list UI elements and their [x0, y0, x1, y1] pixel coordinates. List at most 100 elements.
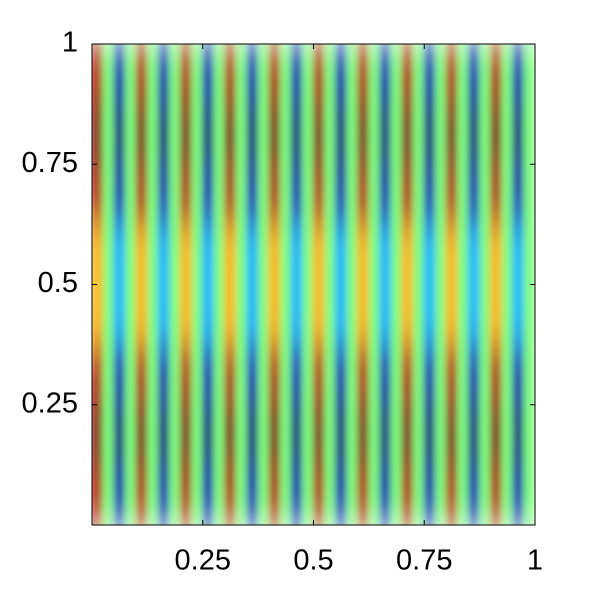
heat-cell	[180, 464, 193, 525]
heat-cell	[468, 223, 481, 285]
heat-cell	[301, 404, 314, 466]
heat-cell	[445, 103, 458, 165]
heat-cell	[113, 163, 126, 225]
heat-cell	[235, 404, 248, 466]
heat-cell	[512, 344, 525, 406]
heat-cell	[290, 103, 303, 165]
heat-cell	[468, 464, 481, 525]
heat-cell	[235, 44, 248, 105]
heat-cell	[257, 404, 270, 466]
heat-cell	[490, 163, 503, 225]
heat-cell	[124, 44, 137, 105]
heat-cell	[313, 223, 326, 285]
heat-cell	[445, 284, 458, 346]
heat-cell	[335, 404, 348, 466]
heat-cell	[257, 103, 270, 165]
heat-cell	[146, 44, 159, 105]
heat-cell	[490, 284, 503, 346]
heat-cell	[379, 404, 392, 466]
heat-cell	[379, 163, 392, 225]
heat-cell	[479, 284, 492, 346]
heat-cell	[512, 163, 525, 225]
heat-cell	[191, 103, 204, 165]
heat-cell	[279, 404, 292, 466]
heat-cell	[346, 44, 359, 105]
heat-cell	[445, 44, 458, 105]
heat-cell	[135, 163, 148, 225]
heat-cell	[224, 284, 237, 346]
heat-cell	[102, 284, 115, 346]
heat-cell	[180, 163, 193, 225]
heat-cell	[423, 103, 436, 165]
heat-cell	[412, 404, 425, 466]
heat-cell	[124, 223, 137, 285]
heat-cell	[313, 103, 326, 165]
heat-cell	[423, 163, 436, 225]
heat-cell	[390, 344, 403, 406]
heat-cell	[290, 464, 303, 525]
heat-cell	[124, 344, 137, 406]
heat-cell	[279, 163, 292, 225]
heat-cell	[423, 464, 436, 525]
heat-cell	[390, 464, 403, 525]
heat-cell	[92, 284, 104, 346]
heat-cell	[501, 284, 514, 346]
heat-cell	[301, 464, 314, 525]
heat-cell	[124, 103, 137, 165]
heat-cell	[490, 44, 503, 105]
heat-cell	[357, 103, 370, 165]
heat-cell	[468, 163, 481, 225]
heat-cell	[368, 223, 381, 285]
heat-cell	[301, 223, 314, 285]
heat-cell	[235, 284, 248, 346]
heat-cell	[445, 163, 458, 225]
heat-cell	[523, 163, 535, 225]
heat-cell	[313, 284, 326, 346]
heat-cell	[169, 404, 182, 466]
heat-cell	[135, 464, 148, 525]
heat-cell	[224, 223, 237, 285]
heat-cell	[434, 284, 447, 346]
heat-cell	[401, 103, 414, 165]
x-tick-label: 0.25	[175, 545, 231, 577]
heat-cell	[456, 464, 470, 525]
heat-cell	[523, 44, 535, 105]
heat-cell	[290, 163, 303, 225]
heat-cell	[379, 103, 392, 165]
heat-cell	[290, 284, 303, 346]
heat-cell	[102, 163, 115, 225]
heat-cell	[368, 284, 381, 346]
heat-cell	[246, 44, 259, 105]
heat-cell	[501, 103, 514, 165]
heat-cell	[290, 44, 303, 105]
heat-cell	[357, 464, 370, 525]
heat-cell	[357, 163, 370, 225]
heat-cell	[169, 163, 182, 225]
heat-cell	[92, 344, 104, 406]
heat-cell	[257, 344, 270, 406]
heat-cell	[157, 44, 171, 105]
heat-cell	[346, 223, 359, 285]
heat-cell	[313, 44, 326, 105]
heat-cell	[268, 284, 281, 346]
heat-cell	[335, 464, 348, 525]
heat-cell	[157, 344, 171, 406]
heat-cell	[290, 344, 303, 406]
heat-cell	[246, 163, 259, 225]
heat-cell	[213, 223, 226, 285]
heat-cell	[412, 44, 425, 105]
heat-cell	[490, 464, 503, 525]
heat-cell	[523, 404, 535, 466]
heat-cell	[235, 464, 248, 525]
heat-cell	[235, 344, 248, 406]
heat-cell	[512, 284, 525, 346]
heat-cell	[379, 344, 392, 406]
heat-cell	[379, 223, 392, 285]
heat-cell	[113, 284, 126, 346]
heat-cell	[102, 344, 115, 406]
heat-cell	[246, 404, 259, 466]
heat-cell	[202, 344, 215, 406]
heat-cell	[146, 223, 159, 285]
heat-cell	[324, 464, 337, 525]
